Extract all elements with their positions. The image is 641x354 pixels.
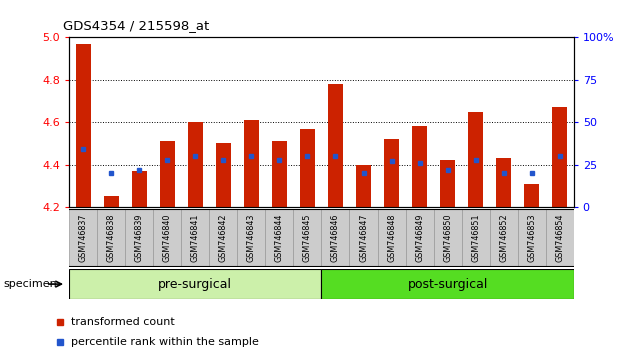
- Bar: [328, 84, 343, 207]
- Text: percentile rank within the sample: percentile rank within the sample: [71, 337, 258, 347]
- Bar: [160, 141, 175, 207]
- Bar: [131, 171, 147, 207]
- Text: GSM746843: GSM746843: [247, 213, 256, 262]
- Bar: [468, 112, 483, 207]
- Text: GSM746848: GSM746848: [387, 213, 396, 262]
- Text: GSM746851: GSM746851: [471, 213, 480, 262]
- Bar: [265, 209, 294, 267]
- Bar: [524, 184, 539, 207]
- Bar: [181, 209, 210, 267]
- Text: GSM746852: GSM746852: [499, 213, 508, 262]
- Bar: [153, 209, 181, 267]
- Text: GSM746847: GSM746847: [359, 213, 368, 262]
- Text: GSM746846: GSM746846: [331, 213, 340, 262]
- Bar: [433, 209, 462, 267]
- Bar: [97, 209, 125, 267]
- Bar: [440, 160, 455, 207]
- Bar: [518, 209, 545, 267]
- Bar: [125, 209, 153, 267]
- Text: specimen: specimen: [3, 279, 57, 289]
- Bar: [545, 209, 574, 267]
- Text: GSM746839: GSM746839: [135, 213, 144, 262]
- Bar: [272, 141, 287, 207]
- Text: GSM746842: GSM746842: [219, 213, 228, 262]
- Bar: [210, 209, 237, 267]
- Text: GSM746854: GSM746854: [555, 213, 564, 262]
- Text: GSM746841: GSM746841: [191, 213, 200, 262]
- Bar: [237, 209, 265, 267]
- Bar: [104, 196, 119, 207]
- Bar: [76, 44, 91, 207]
- Bar: [69, 209, 97, 267]
- Text: GSM746838: GSM746838: [107, 213, 116, 262]
- Text: GSM746850: GSM746850: [443, 213, 452, 262]
- Bar: [349, 209, 378, 267]
- Text: GSM746844: GSM746844: [275, 213, 284, 262]
- Text: transformed count: transformed count: [71, 318, 174, 327]
- Bar: [215, 143, 231, 207]
- Bar: [406, 209, 433, 267]
- Text: GDS4354 / 215598_at: GDS4354 / 215598_at: [63, 19, 209, 32]
- Text: post-surgical: post-surgical: [408, 278, 488, 291]
- Bar: [552, 107, 567, 207]
- Bar: [300, 129, 315, 207]
- Bar: [294, 209, 322, 267]
- Bar: [69, 269, 322, 299]
- Bar: [462, 209, 490, 267]
- Bar: [490, 209, 518, 267]
- Text: GSM746840: GSM746840: [163, 213, 172, 262]
- Bar: [378, 209, 406, 267]
- Bar: [322, 209, 349, 267]
- Text: GSM746837: GSM746837: [79, 213, 88, 262]
- Bar: [322, 269, 574, 299]
- Bar: [356, 165, 371, 207]
- Bar: [412, 126, 428, 207]
- Bar: [188, 122, 203, 207]
- Text: GSM746849: GSM746849: [415, 213, 424, 262]
- Bar: [244, 120, 259, 207]
- Text: GSM746845: GSM746845: [303, 213, 312, 262]
- Text: GSM746853: GSM746853: [527, 213, 536, 262]
- Bar: [496, 158, 512, 207]
- Bar: [384, 139, 399, 207]
- Text: pre-surgical: pre-surgical: [158, 278, 232, 291]
